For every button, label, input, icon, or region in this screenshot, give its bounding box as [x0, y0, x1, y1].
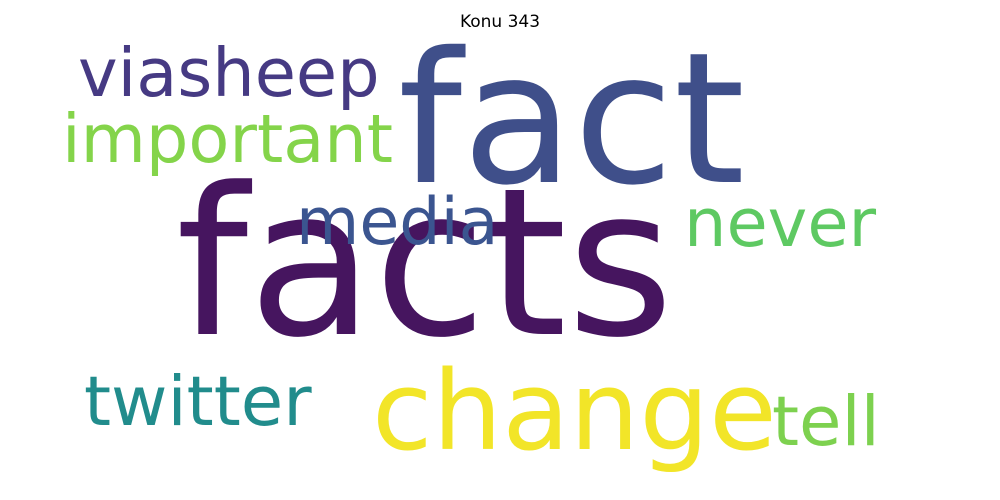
- word-facts: facts: [176, 145, 674, 383]
- word-fact: fact: [398, 13, 746, 225]
- word-change: change: [372, 347, 777, 475]
- chart-title: Konu 343: [459, 12, 541, 32]
- word-important: important: [62, 100, 394, 178]
- word-never: never: [684, 184, 877, 262]
- word-tell: tell: [772, 382, 880, 462]
- word-media: media: [296, 185, 499, 260]
- word-viasheep: viasheep: [78, 34, 380, 112]
- word-twitter: twitter: [84, 362, 312, 442]
